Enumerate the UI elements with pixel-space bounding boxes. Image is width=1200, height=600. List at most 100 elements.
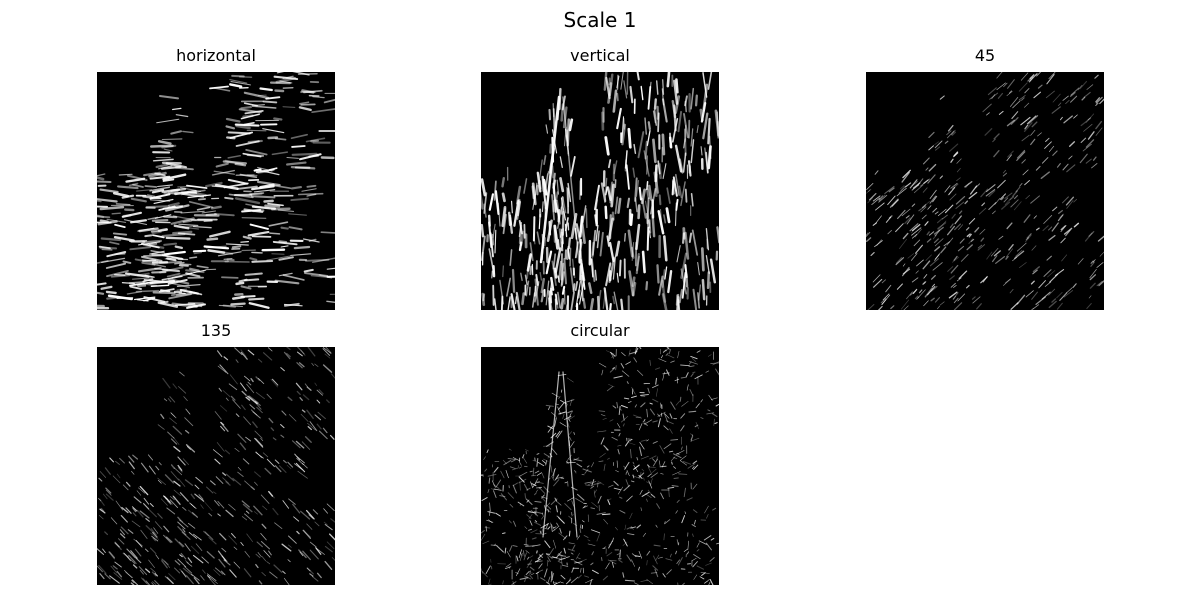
edge-stroke: [705, 562, 712, 566]
edge-stroke: [278, 240, 288, 244]
edge-stroke: [247, 139, 263, 144]
edge-stroke: [620, 363, 625, 369]
edge-stroke: [225, 125, 236, 130]
edge-stroke: [900, 185, 906, 191]
edge-stroke: [253, 189, 276, 193]
edge-stroke: [178, 292, 186, 295]
filter-image-135: [97, 347, 335, 585]
edge-stroke: [266, 561, 271, 565]
edge-stroke: [214, 500, 220, 507]
edge-stroke: [660, 404, 662, 408]
edge-stroke: [890, 305, 895, 310]
edge-stroke: [291, 152, 318, 156]
edge-stroke: [198, 494, 204, 500]
edge-stroke: [243, 416, 252, 426]
edge-stroke: [591, 502, 599, 508]
edge-stroke: [310, 274, 330, 279]
edge-stroke: [228, 535, 238, 545]
edge-stroke: [956, 277, 962, 282]
edge-stroke: [152, 581, 157, 585]
edge-stroke: [952, 256, 960, 263]
edge-stroke: [988, 190, 996, 198]
edge-stroke: [574, 561, 583, 564]
edge-stroke: [502, 213, 507, 235]
edge-stroke: [609, 367, 616, 373]
edge-stroke: [670, 401, 676, 410]
edge-stroke: [652, 398, 659, 403]
edge-stroke: [228, 383, 238, 391]
edge-stroke: [121, 194, 135, 199]
edge-stroke: [705, 228, 710, 251]
edge-stroke: [522, 456, 528, 464]
edge-stroke: [903, 305, 909, 310]
edge-stroke: [692, 371, 696, 374]
edge-stroke: [716, 226, 719, 244]
edge-stroke: [617, 444, 622, 447]
edge-stroke: [266, 255, 291, 261]
edge-stroke: [640, 439, 648, 442]
edge-stroke: [129, 246, 152, 251]
edge-stroke: [151, 188, 165, 194]
edge-stroke: [1083, 123, 1093, 132]
edge-stroke: [541, 201, 544, 213]
edge-stroke: [178, 386, 187, 394]
edge-stroke: [970, 238, 975, 242]
edge-stroke: [662, 163, 667, 180]
edge-stroke: [681, 582, 685, 585]
edge-stroke: [1045, 90, 1055, 99]
edge-stroke: [1030, 195, 1041, 204]
edge-stroke: [179, 519, 189, 528]
edge-stroke: [488, 477, 491, 484]
edge-stroke: [932, 234, 937, 240]
edge-stroke: [917, 178, 924, 186]
edge-stroke: [887, 195, 896, 206]
edge-stroke: [288, 213, 307, 216]
edge-stroke: [872, 274, 881, 283]
edge-stroke: [653, 109, 658, 126]
edge-stroke: [1006, 248, 1013, 258]
edge-stroke: [663, 214, 667, 224]
edge-stroke: [988, 201, 997, 211]
edge-stroke: [656, 503, 660, 509]
edge-stroke: [140, 462, 149, 473]
edge-stroke: [634, 555, 641, 558]
edge-stroke: [600, 437, 605, 445]
edge-stroke: [224, 159, 244, 166]
edge-stroke: [178, 467, 183, 473]
edge-stroke: [616, 401, 619, 409]
edge-stroke: [1024, 124, 1029, 130]
edge-stroke: [505, 469, 509, 479]
edge-stroke: [220, 421, 229, 432]
edge-stroke: [114, 223, 126, 229]
edge-stroke: [235, 140, 260, 147]
edge-stroke: [245, 203, 262, 208]
edge-stroke: [235, 281, 245, 286]
edge-stroke: [655, 367, 661, 370]
edge-stroke: [690, 373, 694, 378]
edge-stroke: [291, 440, 301, 449]
edge-stroke: [242, 152, 262, 158]
edge-stroke: [519, 471, 528, 477]
edge-stroke: [1091, 163, 1098, 169]
edge-stroke: [250, 195, 276, 199]
edge-stroke: [570, 291, 575, 310]
edge-stroke: [239, 382, 247, 392]
edge-stroke: [677, 351, 680, 359]
edge-stroke: [141, 242, 160, 249]
edge-stroke: [243, 208, 264, 214]
edge-stroke: [130, 197, 147, 203]
edge-stroke: [909, 179, 918, 189]
edge-stroke: [585, 484, 591, 487]
edge-stroke: [1068, 155, 1073, 160]
edge-stroke: [953, 255, 958, 261]
edge-stroke: [1063, 115, 1073, 124]
edge-stroke: [658, 194, 662, 206]
edge-stroke: [532, 467, 535, 476]
edge-stroke: [687, 463, 696, 469]
edge-stroke: [591, 479, 595, 487]
edge-stroke: [243, 278, 260, 282]
edge-stroke: [653, 544, 661, 547]
edge-stroke: [162, 173, 187, 181]
edge-stroke: [1004, 192, 1013, 199]
edge-stroke: [209, 230, 231, 238]
